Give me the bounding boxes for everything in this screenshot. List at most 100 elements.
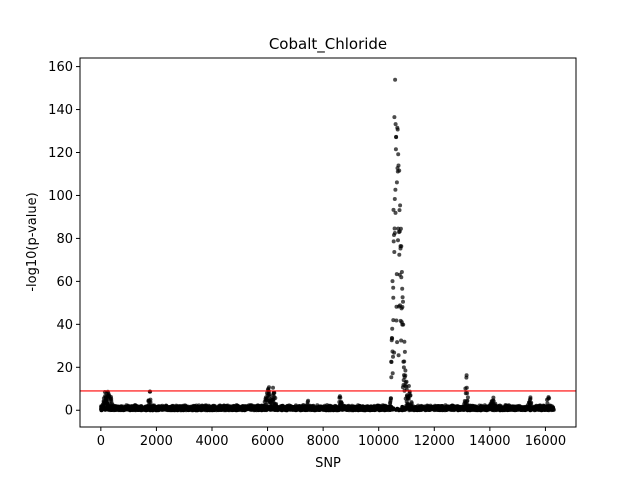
snp-point: [389, 405, 394, 410]
snp-point: [338, 395, 343, 400]
x-tick-label: 4000: [195, 434, 228, 449]
snp-point: [375, 407, 380, 412]
snp-point: [390, 279, 395, 284]
snp-point: [393, 77, 398, 82]
snp-point: [492, 405, 497, 410]
y-tick-label: 0: [65, 404, 73, 419]
snp-point: [403, 373, 408, 378]
snp-point: [480, 406, 485, 410]
snp-point: [384, 407, 389, 412]
snp-point: [403, 407, 408, 412]
snp-point: [399, 275, 404, 280]
snp-point: [175, 407, 179, 412]
snp-point: [409, 405, 414, 410]
snp-point: [454, 407, 459, 411]
snp-point: [185, 405, 190, 410]
x-tick-label: 8000: [307, 434, 340, 449]
x-tick-label: 14000: [469, 434, 510, 449]
snp-point: [394, 407, 398, 412]
snp-point: [391, 295, 396, 300]
snp-point: [229, 405, 234, 410]
x-axis-ticks: 0 2000 4000 6000 8000 10000 12000 14000 16000: [97, 427, 566, 449]
snp-point: [408, 393, 413, 398]
snp-point: [135, 407, 140, 412]
snp-point: [401, 322, 406, 327]
snp-point: [331, 408, 336, 413]
snp-point: [407, 389, 412, 394]
snp-point: [406, 406, 411, 411]
snp-point: [262, 407, 267, 412]
snp-point: [366, 405, 370, 410]
snp-point: [207, 405, 212, 410]
snp-point: [465, 395, 470, 400]
snp-point: [507, 406, 511, 411]
snp-point: [468, 408, 472, 413]
snp-point: [547, 396, 552, 401]
snp-point: [464, 385, 469, 390]
snp-point: [393, 210, 398, 215]
snp-point: [392, 115, 397, 120]
y-tick-label: 100: [48, 189, 73, 204]
snp-point: [402, 359, 407, 364]
y-tick-label: 160: [48, 60, 73, 75]
x-tick-label: 12000: [414, 434, 455, 449]
snp-point: [256, 406, 261, 411]
y-tick-label: 60: [56, 275, 73, 290]
snp-point: [223, 406, 228, 411]
snp-point: [130, 407, 135, 412]
snp-point: [289, 406, 294, 411]
snp-point: [232, 406, 237, 411]
snp-point: [516, 405, 521, 409]
snp-point: [394, 180, 399, 185]
snp-point: [513, 405, 518, 410]
snp-point: [394, 318, 399, 323]
y-tick-label: 120: [48, 146, 73, 161]
snp-point: [421, 406, 426, 411]
snp-point: [105, 405, 110, 410]
snp-point: [465, 391, 470, 396]
snp-point: [242, 408, 247, 413]
snp-point: [518, 408, 523, 412]
snp-point: [402, 349, 407, 354]
snp-point: [406, 384, 411, 388]
snp-point: [465, 398, 470, 403]
snp-point: [399, 338, 404, 343]
snp-point: [119, 407, 124, 412]
snp-point: [400, 305, 405, 309]
snp-point: [484, 405, 489, 410]
snp-point: [218, 407, 223, 412]
snp-point: [528, 395, 533, 400]
snp-point: [193, 405, 198, 410]
snp-point: [237, 405, 242, 410]
snp-point: [549, 405, 554, 410]
snp-point: [213, 406, 218, 411]
snp-point: [402, 339, 407, 344]
snp-point: [395, 127, 400, 132]
snp-point: [491, 395, 496, 400]
snp-point: [391, 239, 396, 244]
snp-point: [272, 390, 277, 395]
snp-point: [529, 400, 534, 405]
y-tick-label: 80: [56, 232, 73, 247]
snp-point: [273, 396, 278, 400]
snp-point: [113, 405, 118, 410]
snp-point: [282, 407, 287, 412]
snp-point: [164, 405, 169, 410]
snp-point: [399, 270, 404, 274]
snp-point: [391, 285, 396, 290]
snp-point: [127, 406, 132, 410]
snp-point: [271, 385, 275, 390]
snp-point: [317, 406, 322, 411]
snp-point: [392, 350, 397, 355]
snp-point: [148, 389, 153, 394]
y-axis-ticks: 0 20 40 60 80 100 120 140 160: [48, 60, 80, 419]
y-axis-label: -log10(p-value): [25, 192, 40, 291]
snp-point: [390, 336, 395, 341]
snp-point: [391, 207, 396, 212]
x-tick-label: 2000: [140, 434, 173, 449]
snp-point: [459, 405, 464, 410]
snp-point: [160, 407, 164, 412]
snp-point: [400, 295, 405, 300]
snp-point: [488, 405, 493, 410]
snp-point: [248, 405, 253, 410]
